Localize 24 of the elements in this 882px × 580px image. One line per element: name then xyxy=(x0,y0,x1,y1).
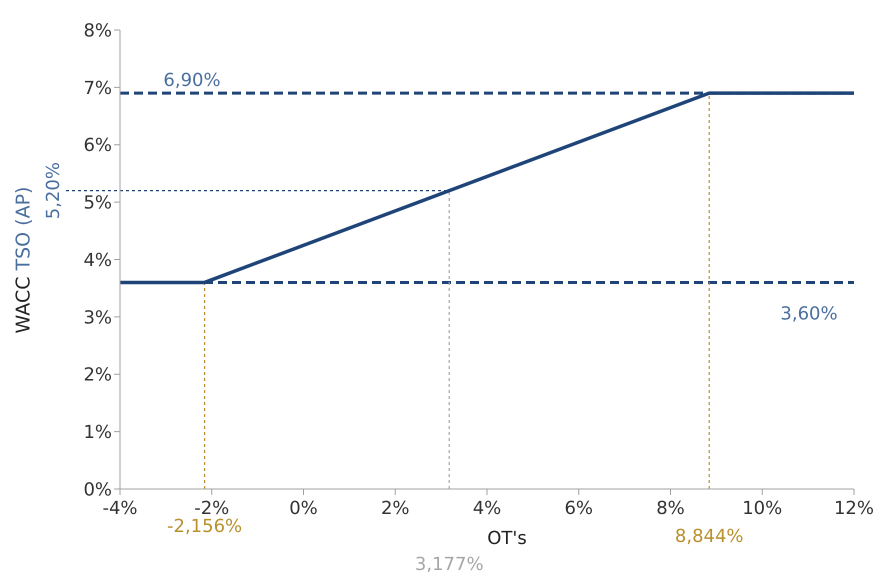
x-tick-label: 4% xyxy=(472,498,502,519)
x-tick-label: 0% xyxy=(289,498,318,519)
y-tick-label: 6% xyxy=(83,135,112,156)
y-tick-label: 3% xyxy=(83,307,112,328)
x-tick-label: 6% xyxy=(564,498,594,519)
x-tick-label: -4% xyxy=(102,498,138,519)
y-axis-title: WACC TSO (AP) xyxy=(12,186,34,333)
y-tick-label: 1% xyxy=(83,422,112,444)
y-tick-label: 4% xyxy=(83,250,112,271)
ref-line-label: 3,177% xyxy=(414,554,484,575)
ref-line-label: 3,60% xyxy=(780,303,838,324)
y-tick-label: 0% xyxy=(83,479,112,500)
x-tick-label: 2% xyxy=(380,498,410,519)
ref-line-label: 6,90% xyxy=(163,70,221,92)
x-tick-label: 8% xyxy=(656,498,685,519)
ref-line-label: 8,844% xyxy=(674,526,744,547)
y-tick-label: 7% xyxy=(83,78,112,99)
x-axis-title: OT's xyxy=(487,528,527,549)
y-tick-label: 2% xyxy=(83,364,112,386)
x-tick-label: 10% xyxy=(742,498,782,519)
y-tick-label: 5% xyxy=(83,192,112,214)
ref-line-label: 5,20% xyxy=(42,162,64,220)
x-tick-label: 12% xyxy=(834,498,874,519)
y-tick-label: 8% xyxy=(83,20,112,42)
